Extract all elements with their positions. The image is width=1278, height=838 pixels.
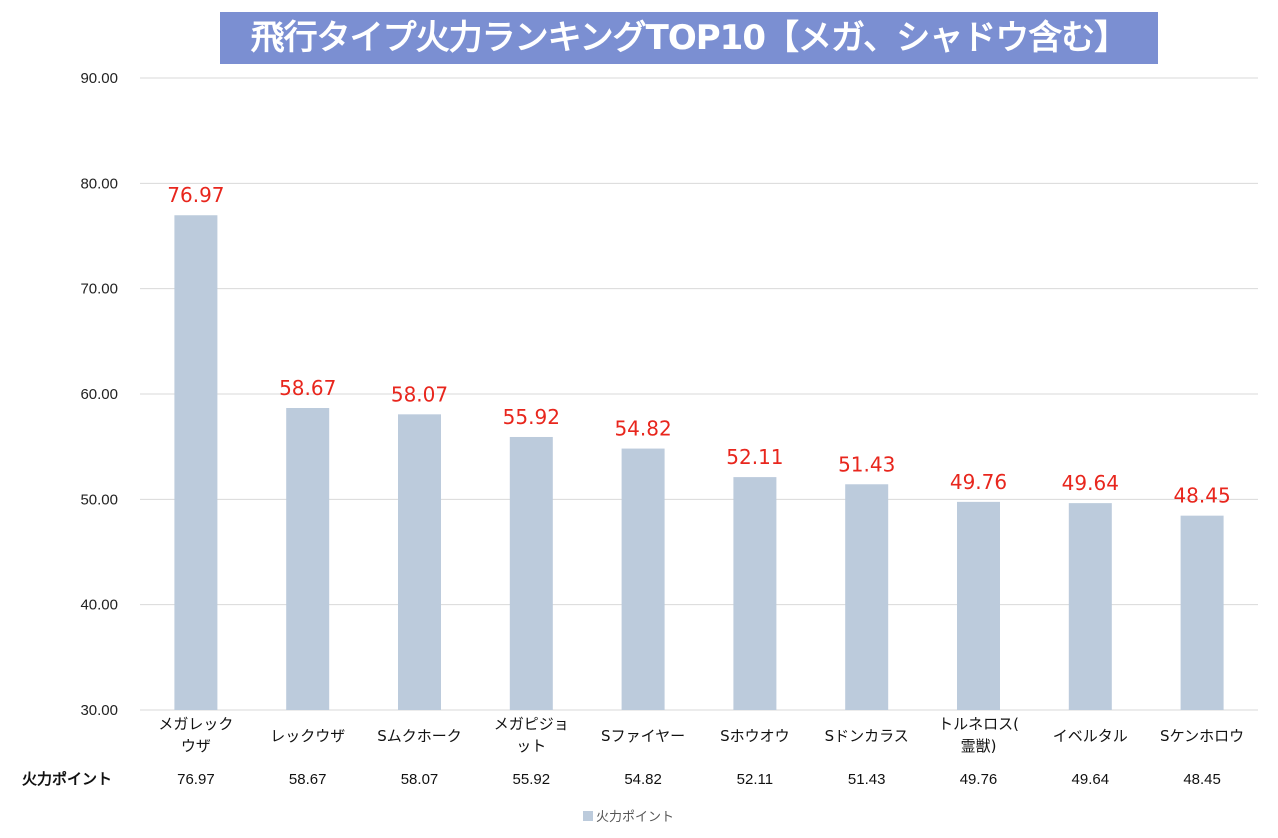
- data-table: 76.97 58.67 58.07 55.92 54.82 52.11 51.43 49.76…: [22, 770, 1221, 788]
- category-label-line: メガレック: [158, 715, 233, 733]
- category-label-line: Sファイヤー: [601, 727, 685, 745]
- y-axis-tick-labels: 30.00 40.00 50.00 60.00 70.00 80.00 90.00: [80, 70, 118, 719]
- bar: [509, 436, 553, 710]
- data-label: 58.07: [391, 382, 448, 406]
- data-label: 49.64: [1062, 471, 1119, 495]
- bar: [174, 215, 218, 710]
- y-tick-label: 90.00: [80, 70, 118, 87]
- table-value: 52.11: [737, 771, 773, 788]
- data-label: 58.67: [279, 376, 336, 400]
- category-label: レックウザ: [270, 727, 345, 745]
- category-label: Sムクホーク: [377, 727, 462, 745]
- bar: [1180, 515, 1224, 710]
- data-label: 52.11: [726, 445, 783, 469]
- category-label-line: Sドンカラス: [825, 727, 909, 745]
- category-label-line: トルネロス(: [938, 715, 1019, 733]
- category-label-line: ット: [516, 737, 546, 755]
- data-label: 51.43: [838, 452, 895, 476]
- y-tick-label: 50.00: [80, 491, 118, 508]
- chart-title: 飛行タイプ火力ランキングTOP10【メガ、シャドウ含む】: [220, 12, 1158, 64]
- category-label: イベルタル: [1053, 727, 1128, 745]
- category-label-line: Sホウオウ: [720, 727, 790, 745]
- table-value: 49.64: [1072, 771, 1110, 788]
- category-label-line: 霊獣): [961, 737, 997, 755]
- bar: [845, 484, 889, 710]
- table-row-header: 火力ポイント: [22, 770, 112, 788]
- bar: [398, 414, 441, 710]
- data-label: 49.76: [950, 470, 1007, 494]
- y-tick-label: 40.00: [80, 597, 118, 614]
- category-label-line: Sケンホロウ: [1160, 727, 1244, 745]
- table-value: 55.92: [513, 771, 551, 788]
- data-label: 54.82: [614, 417, 671, 441]
- category-label: Sドンカラス: [825, 727, 909, 745]
- bar: [733, 477, 777, 710]
- category-labels: メガレックウザ レックウザ Sムクホーク メガピジョット Sファイヤー Sホウオウ Sドンカ…: [158, 715, 1244, 755]
- table-value: 49.76: [960, 771, 998, 788]
- category-label: メガピジョット: [494, 715, 569, 755]
- bar: [621, 448, 665, 710]
- category-label: Sファイヤー: [601, 727, 685, 745]
- bar: [957, 501, 1000, 710]
- data-labels: 76.97 58.67 58.07 55.92 54.82 52.11 51.43 49.76…: [167, 183, 1230, 507]
- category-label: Sケンホロウ: [1160, 727, 1244, 745]
- bar: [286, 408, 330, 710]
- table-value: 58.67: [289, 771, 327, 788]
- legend: 火力ポイント: [583, 810, 674, 825]
- y-tick-label: 60.00: [80, 386, 118, 403]
- data-label: 55.92: [503, 405, 560, 429]
- table-value: 48.45: [1183, 771, 1221, 788]
- bars: [174, 215, 1224, 710]
- data-label: 76.97: [167, 183, 224, 207]
- category-label-line: ウザ: [181, 737, 211, 755]
- table-value: 51.43: [848, 771, 886, 788]
- category-label-line: レックウザ: [270, 727, 345, 745]
- category-label: トルネロス( 霊獣): [938, 715, 1019, 755]
- y-tick-label: 80.00: [80, 175, 118, 192]
- table-value: 58.07: [401, 771, 439, 788]
- category-label-line: イベルタル: [1053, 727, 1128, 745]
- data-label: 48.45: [1173, 484, 1230, 508]
- category-label: メガレックウザ: [158, 715, 233, 755]
- legend-swatch: [583, 811, 593, 821]
- y-tick-label: 30.00: [80, 702, 118, 719]
- category-label-line: メガピジョ: [494, 715, 569, 733]
- legend-label: 火力ポイント: [596, 810, 674, 825]
- y-tick-label: 70.00: [80, 281, 118, 298]
- category-label-line: Sムクホーク: [377, 727, 462, 745]
- table-value: 76.97: [177, 771, 215, 788]
- table-value: 54.82: [624, 771, 662, 788]
- bar: [1068, 503, 1112, 710]
- category-label: Sホウオウ: [720, 727, 790, 745]
